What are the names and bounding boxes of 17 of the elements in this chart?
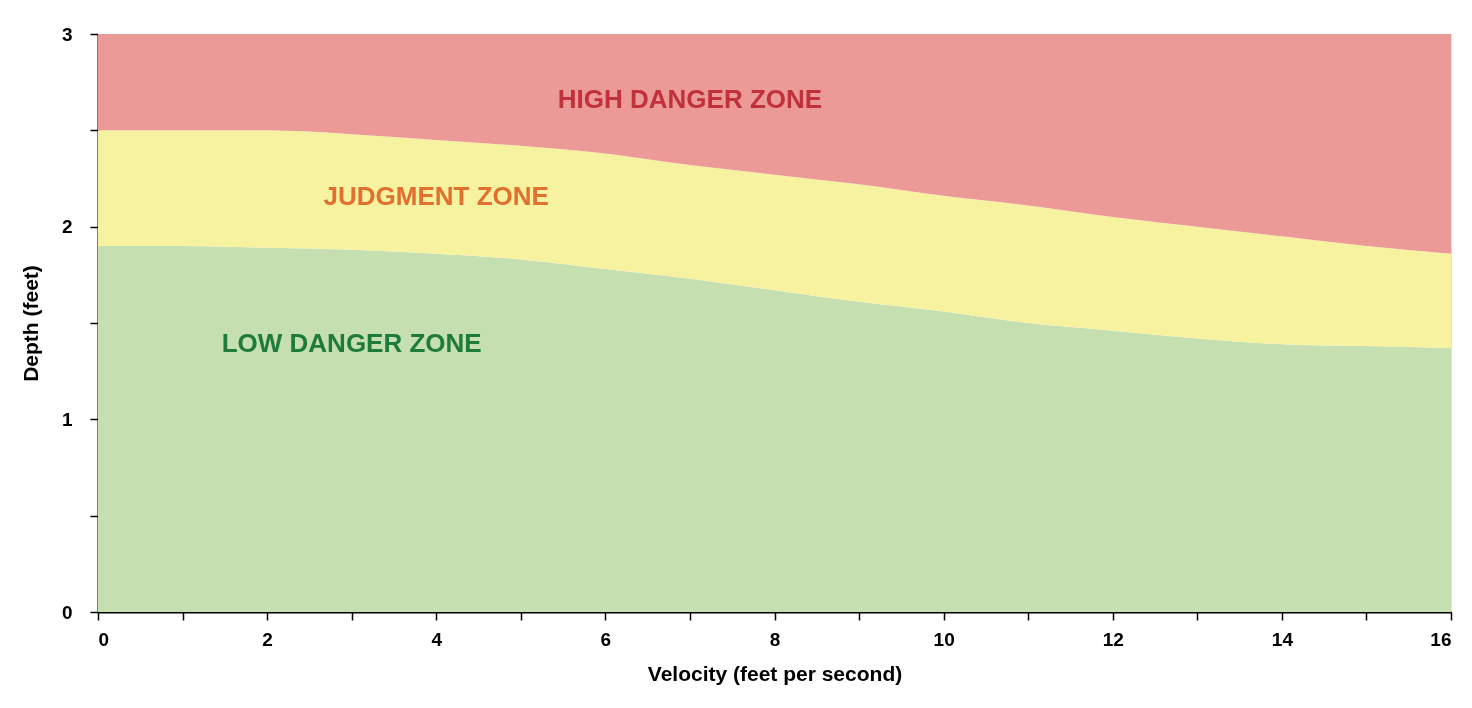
x-tick-label: 6 bbox=[600, 628, 612, 650]
x-tick-label: 2 bbox=[262, 628, 273, 650]
x-tick-label: 16 bbox=[1430, 628, 1452, 650]
y-tick-label: 2 bbox=[61, 216, 73, 238]
x-tick-label: 12 bbox=[1102, 628, 1124, 650]
series-label: JUDGMENT ZONE bbox=[323, 180, 549, 211]
y-tick-label: 1 bbox=[61, 408, 73, 430]
x-tick-label: 8 bbox=[769, 628, 781, 650]
x-tick-label: 14 bbox=[1271, 628, 1294, 650]
y-tick-label: 0 bbox=[61, 601, 73, 623]
x-tick-label: 10 bbox=[933, 628, 955, 650]
x-tick-label: 4 bbox=[431, 628, 443, 650]
series-label: HIGH DANGER ZONE bbox=[557, 83, 823, 114]
y-tick-label: 3 bbox=[61, 23, 73, 45]
x-tick-label: 0 bbox=[98, 628, 110, 650]
x-axis-title: Velocity (feet per second) bbox=[647, 661, 903, 685]
y-axis-title: Depth (feet) bbox=[18, 265, 42, 382]
